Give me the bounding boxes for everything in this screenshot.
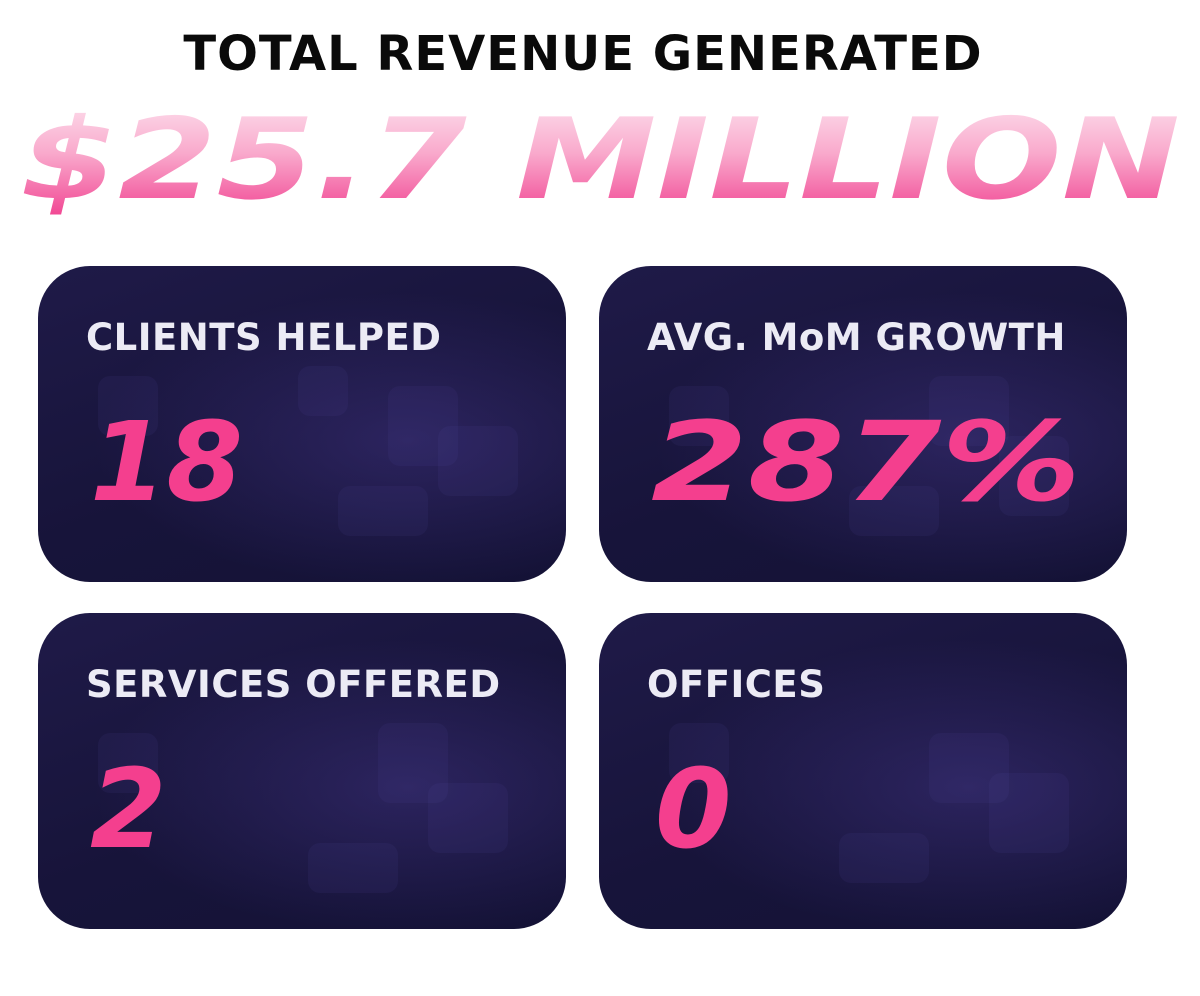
svg-text:2: 2: [90, 745, 167, 865]
svg-text:287%: 287%: [651, 398, 1081, 518]
stat-label: CLIENTS HELPED: [86, 316, 442, 359]
stat-label: SERVICES OFFERED: [86, 663, 501, 706]
stat-label: AVG. MoM GROWTH: [647, 316, 1066, 359]
stat-card-clients-helped: CLIENTS HELPED 18: [38, 266, 566, 582]
stat-card-offices: OFFICES 0: [599, 613, 1127, 929]
stat-value: 0: [647, 745, 1107, 865]
stat-card-mom-growth: AVG. MoM GROWTH 287%: [599, 266, 1127, 582]
hero-value: $25.7 MILLION: [6, 98, 1194, 216]
stat-value: 2: [86, 745, 546, 865]
hero-value-text: $25.7 MILLION: [20, 98, 1180, 216]
svg-text:0: 0: [655, 745, 732, 865]
stat-label: OFFICES: [647, 663, 826, 706]
svg-text:18: 18: [90, 398, 243, 518]
stat-value: 18: [86, 398, 546, 518]
stat-card-services-offered: SERVICES OFFERED 2: [38, 613, 566, 929]
stat-value: 287%: [647, 398, 1107, 518]
headline: TOTAL REVENUE GENERATED: [183, 26, 983, 82]
